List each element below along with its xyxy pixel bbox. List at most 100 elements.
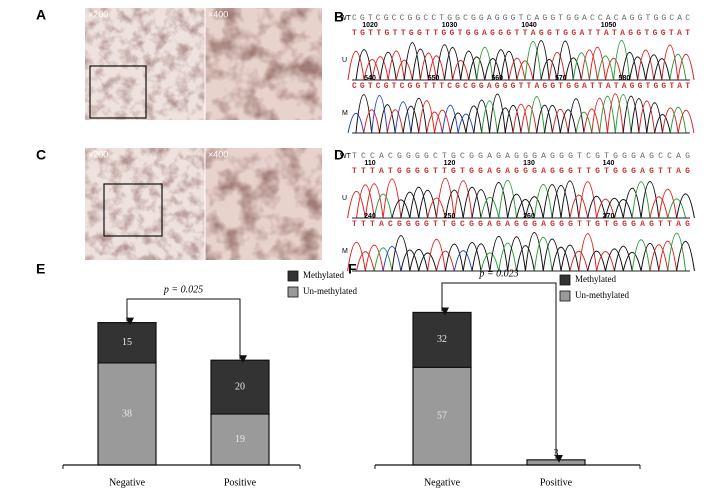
trace-peak — [347, 112, 365, 134]
x-tick-label: Negative — [109, 477, 146, 488]
trace-peak — [646, 102, 663, 134]
trace-peak — [444, 189, 464, 219]
magnification: ×400 — [208, 9, 228, 19]
trace-peak — [630, 98, 648, 134]
position-number: 270 — [603, 213, 615, 220]
trace-peak — [403, 42, 421, 81]
trace-peak — [373, 193, 393, 219]
trace-peak — [400, 249, 420, 272]
trace-peak — [605, 197, 624, 219]
trace-peak — [614, 94, 632, 134]
trace-peak — [434, 109, 451, 134]
zoom-box — [89, 65, 147, 119]
trace-peak — [613, 199, 633, 219]
trace-peak — [507, 193, 526, 219]
trace-peak — [658, 240, 678, 272]
trace-peak — [605, 248, 624, 272]
trace-peak — [548, 52, 566, 81]
trace-peak — [449, 112, 467, 134]
sequence: TTTATGGGGTTGTGGAGAGGGAGGGTTGTGGGAGTTAG — [352, 167, 690, 176]
trace-peak — [480, 252, 500, 272]
trace-peak — [364, 183, 384, 219]
value-label: 19 — [235, 434, 245, 445]
p-value: p = 0.023 — [478, 268, 518, 279]
trace-peak — [676, 240, 695, 272]
trace-peak — [436, 250, 455, 272]
trace-peak — [489, 235, 509, 272]
trace-peak — [677, 54, 695, 81]
trace-peak — [400, 191, 420, 219]
trace-peak — [580, 49, 598, 81]
panel-label: F — [348, 261, 357, 277]
panel-label: E — [36, 261, 45, 277]
trace-peak — [669, 54, 687, 81]
trace-peak — [411, 48, 429, 81]
value-label: 15 — [122, 337, 132, 348]
trace-peak — [629, 56, 647, 81]
trace-peak — [631, 181, 651, 219]
trace-peak — [596, 55, 615, 81]
panel-label: B — [334, 9, 344, 25]
value-label: 32 — [437, 334, 447, 345]
trace-peak — [347, 50, 365, 81]
trace-peak — [453, 180, 473, 219]
trace-peak — [394, 101, 412, 134]
trace-peak — [386, 109, 404, 134]
trace-peak — [661, 107, 679, 134]
trace-peak — [605, 58, 623, 81]
trace-peak — [473, 99, 491, 134]
bar-segment — [526, 459, 586, 466]
trace-peak — [410, 97, 428, 134]
trace-peak — [667, 198, 687, 219]
trace-peak — [471, 189, 491, 219]
trace-peak — [613, 246, 633, 272]
trace-peak — [516, 198, 535, 219]
significance-bracket — [126, 298, 247, 364]
panel-label: D — [334, 147, 344, 163]
trace-peak — [676, 193, 695, 219]
trace-peak — [419, 52, 437, 81]
trace-peak — [569, 194, 589, 219]
trace-peak — [591, 97, 608, 134]
trace-peak — [371, 56, 389, 81]
trace-peak — [427, 238, 446, 272]
trace-peak — [363, 58, 381, 81]
trace-peak — [542, 184, 562, 219]
trace-peak — [631, 239, 651, 272]
position-number: 130 — [523, 160, 535, 167]
position-number: 120 — [444, 160, 456, 167]
position-number: 580 — [619, 75, 631, 82]
trace-peak — [379, 52, 397, 81]
trace-peak — [532, 40, 550, 81]
legend-swatch — [559, 274, 571, 286]
trace-peak — [387, 50, 405, 81]
trace-peak — [436, 178, 455, 219]
trace-peak — [599, 95, 616, 134]
trace-peak — [373, 247, 393, 272]
trace-peak — [667, 232, 687, 272]
trace-peak — [496, 107, 514, 134]
row-label: U — [342, 195, 347, 202]
trace-peak — [347, 191, 366, 219]
trace-peak — [544, 105, 561, 134]
trace-peak — [355, 49, 373, 81]
trace-peak — [649, 244, 669, 272]
trace-peak — [567, 98, 585, 134]
trace-peak — [583, 108, 601, 134]
trace-peak — [460, 50, 478, 81]
magnification: ×400 — [208, 149, 228, 159]
magnification: ×200 — [88, 9, 108, 19]
legend-swatch — [287, 270, 299, 282]
legend-label: Un-methylated — [303, 286, 357, 296]
trace-peak — [462, 186, 482, 219]
trace-peak — [645, 54, 663, 81]
trace-peak — [444, 243, 464, 272]
trace-peak — [476, 46, 494, 81]
p-value: p = 0.025 — [163, 284, 203, 295]
position-number: 1030 — [442, 22, 458, 29]
sequence: TCCACGGGGCTGCGGAGAGGGAGGGTCGTGGGAGCCAG — [352, 152, 690, 161]
micrograph-texture — [85, 8, 205, 120]
trace-peak — [542, 238, 562, 272]
trace-peak — [391, 235, 411, 272]
trace-peak — [578, 181, 598, 219]
